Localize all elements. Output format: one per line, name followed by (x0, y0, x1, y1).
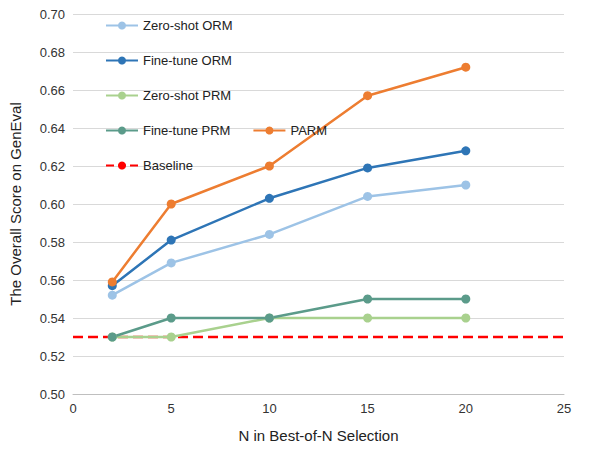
svg-text:0.50: 0.50 (40, 387, 65, 402)
svg-text:5: 5 (168, 401, 175, 416)
svg-text:10: 10 (262, 401, 276, 416)
svg-text:Fine-tune PRM: Fine-tune PRM (143, 123, 230, 138)
svg-text:0.58: 0.58 (40, 235, 65, 250)
svg-text:0.52: 0.52 (40, 349, 65, 364)
svg-text:0.60: 0.60 (40, 197, 65, 212)
svg-text:0.66: 0.66 (40, 83, 65, 98)
svg-text:0: 0 (69, 401, 76, 416)
svg-text:0.56: 0.56 (40, 273, 65, 288)
svg-text:25: 25 (557, 401, 571, 416)
svg-text:0.54: 0.54 (40, 311, 65, 326)
svg-text:Baseline: Baseline (143, 158, 193, 173)
svg-text:The Overall Score on GenEval: The Overall Score on GenEval (7, 102, 24, 305)
svg-text:0.64: 0.64 (40, 121, 65, 136)
svg-text:Fine-tune ORM: Fine-tune ORM (143, 53, 232, 68)
svg-text:20: 20 (459, 401, 473, 416)
svg-text:0.68: 0.68 (40, 45, 65, 60)
svg-text:PARM: PARM (290, 123, 327, 138)
svg-text:0.62: 0.62 (40, 159, 65, 174)
svg-text:0.70: 0.70 (40, 7, 65, 22)
svg-text:N in Best-of-N Selection: N in Best-of-N Selection (238, 427, 398, 444)
svg-text:Zero-shot ORM: Zero-shot ORM (143, 18, 233, 33)
svg-text:15: 15 (360, 401, 374, 416)
svg-text:Zero-shot PRM: Zero-shot PRM (143, 88, 231, 103)
